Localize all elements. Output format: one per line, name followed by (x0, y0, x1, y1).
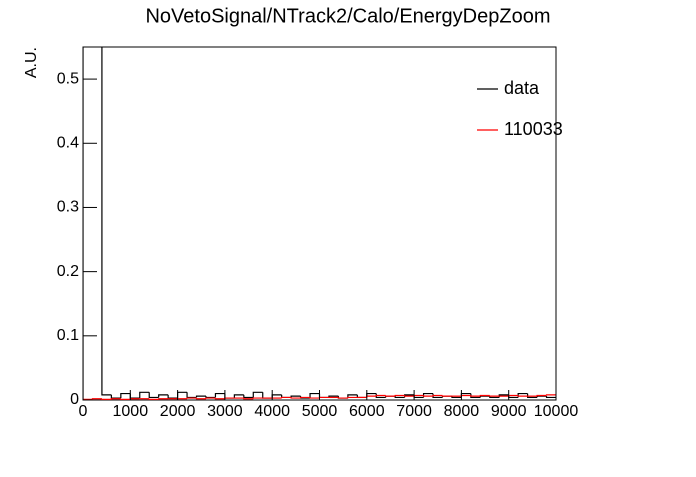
histogram-bin (375, 394, 386, 397)
histogram-bin (460, 394, 471, 397)
y-tick-label: 0.4 (57, 134, 79, 151)
x-tick-label: 4000 (254, 403, 290, 420)
histogram-bin (337, 397, 348, 399)
x-tick-label: 6000 (349, 403, 385, 420)
histogram-bin (233, 394, 244, 399)
histogram-bin (139, 391, 150, 399)
histogram-bin (205, 396, 216, 399)
histogram-bin (158, 398, 169, 400)
histogram-bin (101, 398, 112, 400)
histogram-bin (243, 398, 254, 400)
histogram-bin (422, 395, 434, 397)
histogram-bin (545, 394, 556, 396)
x-tick-label: 8000 (444, 403, 480, 420)
histogram-bin (101, 47, 112, 396)
histogram-bin (91, 398, 102, 400)
y-tick-label: 0.3 (57, 199, 79, 216)
histogram-bin (385, 395, 396, 397)
y-axis-label: A.U. (23, 47, 40, 78)
y-tick-label: 0.5 (57, 70, 79, 87)
histogram-bin (195, 395, 206, 398)
legend-label: 110033 (504, 119, 563, 139)
x-tick-label: 7000 (396, 403, 432, 420)
plot-area (83, 47, 556, 400)
histogram-bin (167, 394, 178, 399)
histogram-bin (205, 397, 216, 399)
histogram-bin (375, 393, 386, 399)
histogram-bin (299, 396, 311, 399)
histogram-bin (470, 395, 481, 397)
histogram-bin (441, 395, 452, 397)
histogram-bin (214, 392, 225, 398)
histogram-bin (83, 398, 93, 400)
histogram-bin (309, 392, 320, 399)
x-tick-label: 10000 (534, 403, 579, 420)
histogram-bin (129, 398, 140, 400)
y-tick-label: 0.1 (57, 327, 79, 344)
histogram-bin (243, 394, 254, 399)
histogram-bin (120, 392, 131, 399)
histogram-bin (309, 397, 320, 399)
histogram-bin (252, 391, 263, 398)
histogram-bin (517, 395, 528, 397)
histogram-bin (347, 396, 358, 399)
histogram-bin (281, 396, 292, 399)
x-tick-label: 5000 (302, 403, 338, 420)
histogram-bin (432, 393, 443, 399)
histogram-bin (479, 394, 490, 397)
histogram-bin (148, 398, 159, 400)
histogram-bin (536, 394, 547, 397)
histogram-bin (214, 398, 225, 400)
histogram-bin (224, 397, 235, 399)
x-tick-label: 3000 (207, 403, 243, 420)
legend-label: data (504, 78, 540, 98)
x-tick-label: 9000 (491, 403, 527, 420)
histogram-bin (413, 394, 424, 397)
histogram-bin (186, 397, 197, 399)
histogram-bin (470, 393, 481, 399)
histogram-bin (545, 396, 556, 399)
histogram-bin (195, 398, 206, 400)
histogram-bin (120, 398, 131, 400)
histogram-bin (158, 394, 169, 398)
histogram-bin (489, 395, 500, 397)
histogram-bin (110, 398, 121, 400)
x-tick-label: 0 (79, 403, 88, 420)
x-tick-label: 2000 (160, 403, 196, 420)
histogram-bin (318, 396, 329, 399)
histogram-bin (432, 394, 443, 397)
chart-title: NoVetoSignal/NTrack2/Calo/EnergyDepZoom (145, 5, 550, 27)
histogram-bin (110, 394, 121, 399)
histogram-bin (527, 393, 538, 399)
histogram-bin (394, 394, 405, 397)
histogram-bin (404, 395, 415, 397)
y-tick-label: 0.2 (57, 263, 79, 280)
histogram-bin (252, 397, 263, 399)
histogram-bin (186, 392, 197, 399)
histogram-bin (290, 397, 301, 399)
histogram-bin (508, 394, 519, 397)
x-tick-label: 1000 (113, 403, 149, 420)
y-tick-label: 0 (70, 391, 79, 408)
histogram-bin (148, 392, 159, 399)
